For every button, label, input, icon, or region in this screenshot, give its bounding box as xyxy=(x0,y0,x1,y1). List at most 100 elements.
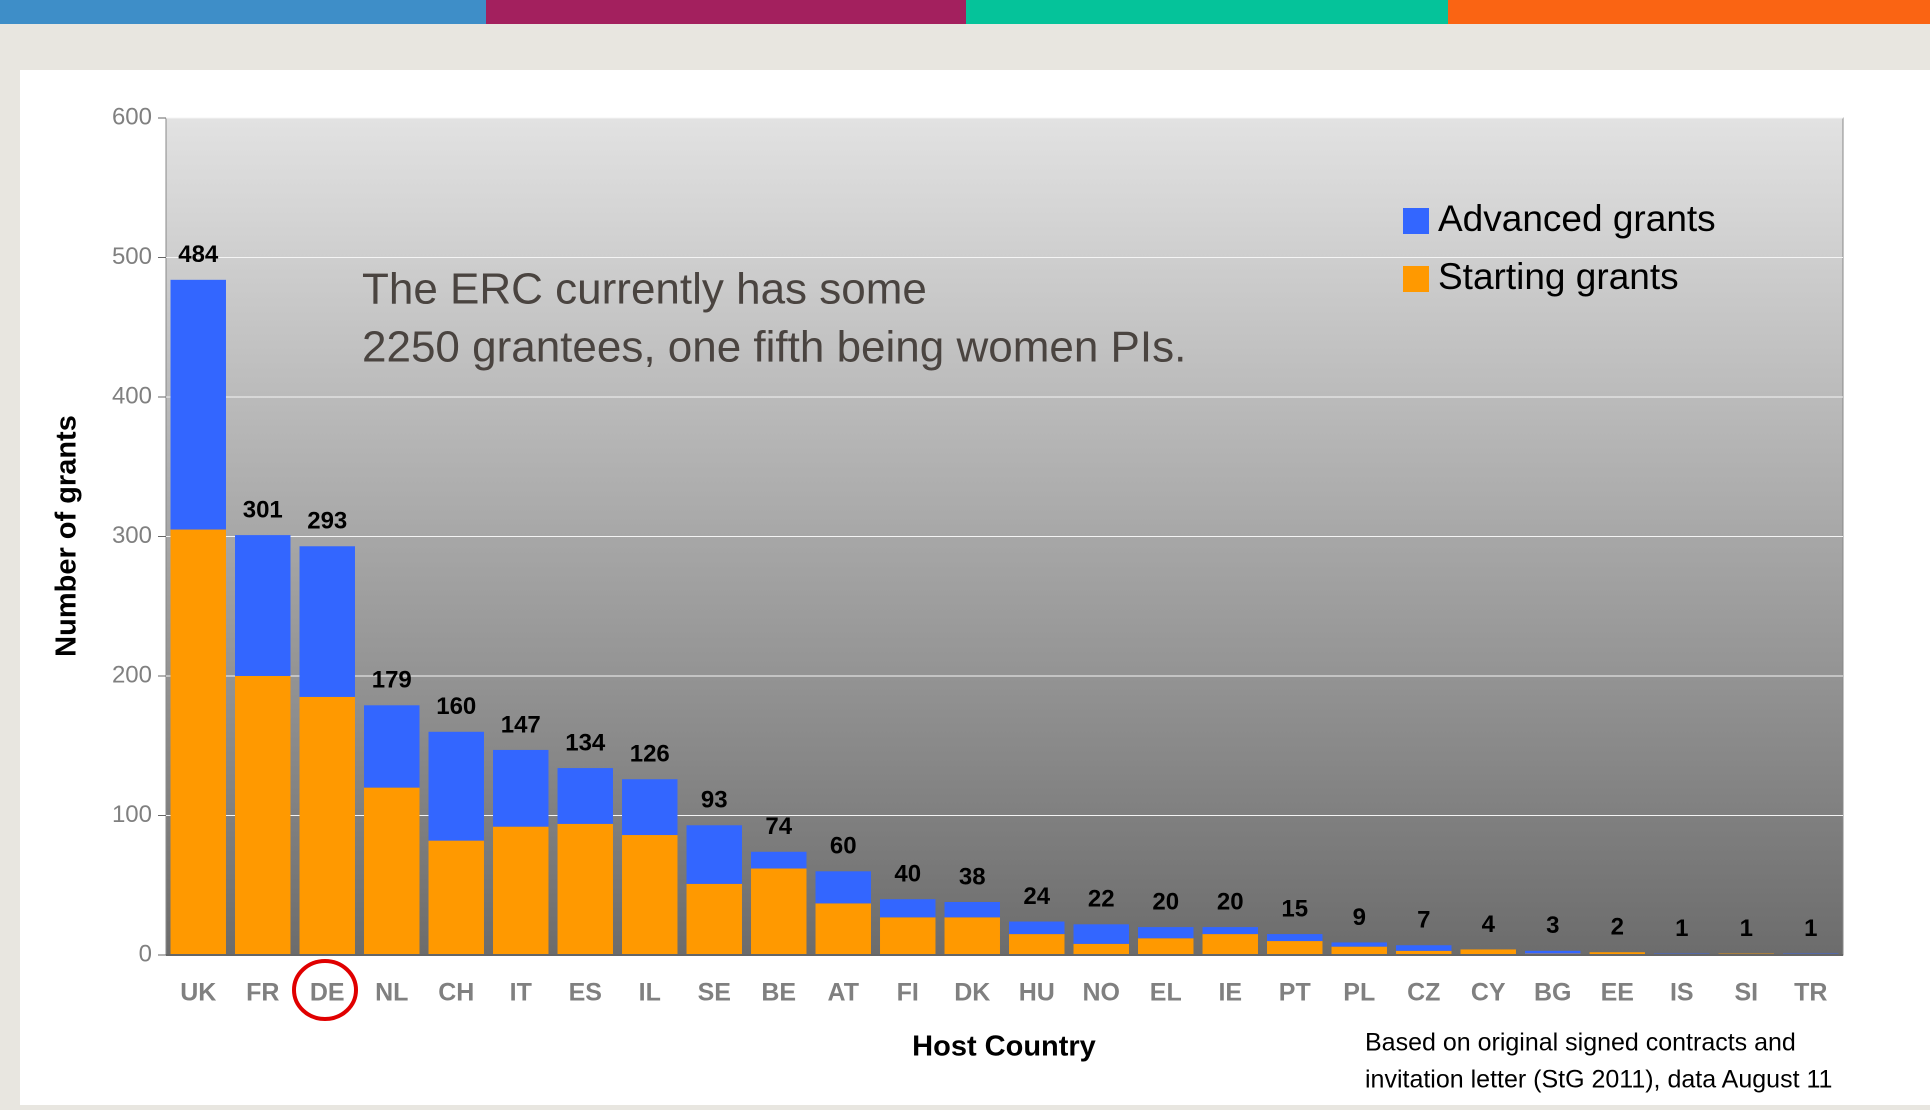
bar-segment xyxy=(1073,943,1129,955)
x-tick-label: TR xyxy=(1794,979,1827,1007)
bar-segment xyxy=(751,851,807,869)
x-tick-label: UK xyxy=(180,979,216,1007)
bar-segment xyxy=(944,917,1000,955)
bar-segment xyxy=(1396,950,1452,955)
bar-segment xyxy=(299,696,355,955)
legend-swatch xyxy=(1403,208,1429,234)
bar-segment xyxy=(235,535,291,676)
y-tick-label: 600 xyxy=(112,103,152,130)
x-tick-label: SE xyxy=(698,979,731,1007)
highlight-circle xyxy=(292,959,358,1021)
x-tick-label: DE xyxy=(310,979,345,1007)
x-axis-title: Host Country xyxy=(912,1031,1096,1063)
bar-segment xyxy=(1267,934,1323,942)
top-stripe xyxy=(1448,0,1930,24)
x-tick-label: PT xyxy=(1279,979,1311,1007)
total-label: 484 xyxy=(178,241,219,268)
bar-segment xyxy=(1009,934,1065,955)
annotation: The ERC currently has some xyxy=(362,265,927,314)
y-tick-label: 100 xyxy=(112,801,152,828)
top-stripe xyxy=(0,0,486,24)
x-tick-label: DK xyxy=(954,979,990,1007)
top-stripe xyxy=(486,0,966,24)
x-tick-label: BG xyxy=(1534,979,1572,1007)
bar-segment xyxy=(1525,950,1581,954)
x-tick-label: IL xyxy=(639,979,661,1007)
bar-segment xyxy=(1138,927,1194,939)
x-tick-label: IS xyxy=(1670,979,1694,1007)
bar-segment xyxy=(622,835,678,955)
bar-segment xyxy=(1331,942,1387,947)
annotation: 2250 grantees, one fifth being women PIs… xyxy=(362,323,1186,372)
total-label: 60 xyxy=(830,833,857,860)
x-tick-label: CH xyxy=(438,979,474,1007)
total-label: 15 xyxy=(1281,895,1308,922)
x-tick-label: HU xyxy=(1019,979,1055,1007)
total-label: 9 xyxy=(1353,904,1366,931)
marks: 0100200300400500600484UK301FR293DE179NL1… xyxy=(112,103,1843,1007)
legend-swatch xyxy=(1403,266,1429,292)
bar-segment xyxy=(364,787,420,955)
bar-segment xyxy=(1138,938,1194,955)
total-label: 24 xyxy=(1023,883,1050,910)
total-label: 1 xyxy=(1804,915,1817,942)
x-tick-label: BE xyxy=(761,979,796,1007)
y-tick-label: 500 xyxy=(112,243,152,270)
note: Based on original signed contracts and xyxy=(1365,1029,1796,1057)
total-label: 1 xyxy=(1740,915,1753,942)
bar-segment xyxy=(1331,946,1387,955)
y-axis-title: Number of grants xyxy=(51,415,83,657)
total-label: 1 xyxy=(1675,915,1688,942)
total-label: 179 xyxy=(372,667,412,694)
x-tick-label: NL xyxy=(375,979,408,1007)
bar-segment xyxy=(1202,927,1258,935)
y-tick-label: 200 xyxy=(112,661,152,688)
bar-segment xyxy=(622,779,678,836)
bar-segment xyxy=(493,749,549,827)
total-label: 40 xyxy=(894,861,921,888)
bar-segment xyxy=(1396,945,1452,951)
x-tick-label: AT xyxy=(828,979,859,1007)
total-label: 293 xyxy=(307,508,347,535)
y-tick-label: 0 xyxy=(139,940,152,967)
bar-segment xyxy=(557,768,613,824)
total-label: 126 xyxy=(630,741,670,768)
x-tick-label: IT xyxy=(510,979,532,1007)
note: invitation letter (StG 2011), data Augus… xyxy=(1365,1066,1832,1094)
x-tick-label: SI xyxy=(1734,979,1758,1007)
total-label: 74 xyxy=(765,813,792,840)
total-label: 20 xyxy=(1217,888,1244,915)
x-tick-label: IE xyxy=(1218,979,1242,1007)
bar-segment xyxy=(1202,934,1258,955)
bar-segment xyxy=(170,279,226,530)
bar-segment xyxy=(815,903,871,955)
bar-segment xyxy=(170,529,226,955)
x-tick-label: EE xyxy=(1601,979,1634,1007)
legend-label: Starting grants xyxy=(1438,256,1679,297)
bar-segment xyxy=(557,823,613,955)
bar-segment xyxy=(944,901,1000,918)
x-tick-label: PL xyxy=(1343,979,1375,1007)
bar-segment xyxy=(299,546,355,697)
total-label: 20 xyxy=(1152,888,1179,915)
x-tick-label: NO xyxy=(1083,979,1121,1007)
bar-segment xyxy=(1460,949,1516,955)
y-tick-label: 400 xyxy=(112,382,152,409)
bar-segment xyxy=(880,899,936,918)
bar-segment xyxy=(235,676,291,955)
bar-segment xyxy=(815,871,871,904)
bar-segment xyxy=(364,705,420,788)
total-label: 3 xyxy=(1546,912,1559,939)
bar-segment xyxy=(493,826,549,955)
x-tick-label: CZ xyxy=(1407,979,1440,1007)
total-label: 4 xyxy=(1482,911,1496,938)
bar-segment xyxy=(1589,952,1645,955)
x-tick-label: FR xyxy=(246,979,279,1007)
bar-segment xyxy=(686,825,742,884)
bar-segment xyxy=(428,840,484,955)
total-label: 301 xyxy=(243,496,283,523)
total-label: 147 xyxy=(501,711,541,738)
total-label: 134 xyxy=(565,729,606,756)
total-label: 2 xyxy=(1611,914,1624,941)
